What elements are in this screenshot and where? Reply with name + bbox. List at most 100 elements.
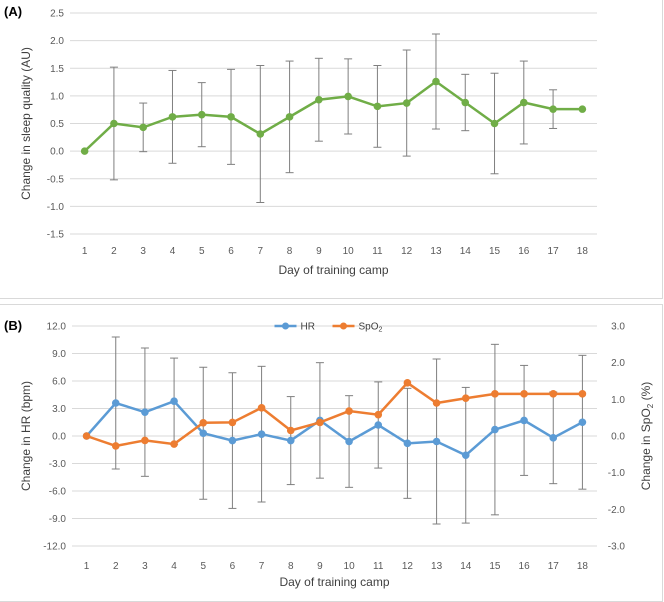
data-point [432, 437, 441, 446]
data-point [170, 397, 178, 405]
data-point [316, 418, 324, 427]
y2-tick-label: 3.0 [611, 322, 625, 333]
x-tick-label: 12 [401, 246, 413, 257]
data-point [80, 147, 89, 155]
x-tick-label: 11 [372, 246, 383, 257]
x-tick-label: 14 [460, 561, 472, 572]
legend-swatch-marker [282, 322, 289, 330]
x-tick-label: 17 [548, 561, 560, 572]
y-tick-label: -1.0 [47, 202, 65, 213]
data-point [111, 399, 120, 407]
y-tick-label: 9.0 [52, 349, 66, 360]
data-point [345, 407, 353, 415]
data-point [286, 426, 295, 435]
y-tick-label: -12.0 [43, 542, 66, 553]
data-point [344, 92, 352, 101]
x-tick-label: 16 [519, 561, 531, 572]
data-point [461, 451, 470, 460]
panel-b-label: (B) [4, 318, 23, 333]
x-tick-label: 5 [199, 246, 205, 257]
y2-tick-label: 0.0 [611, 432, 625, 443]
data-point [520, 390, 528, 398]
y-tick-label: -3.0 [49, 459, 67, 470]
x-tick-label: 10 [343, 246, 355, 257]
y2-axis-title: Change in SpO2 (%) [639, 382, 655, 491]
data-point [227, 113, 235, 121]
data-point [257, 403, 266, 412]
y2-tick-label: -1.0 [608, 468, 626, 479]
x-tick-label: 15 [489, 246, 501, 257]
y-tick-label: 0.0 [50, 147, 64, 158]
data-point [578, 418, 587, 427]
x-tick-label: 6 [230, 561, 236, 572]
panel-a-label: (A) [4, 4, 23, 19]
y-axis-title: Change in sleep quality (AU) [19, 47, 33, 200]
y-tick-label: -9.0 [49, 514, 67, 525]
data-point [82, 432, 91, 440]
data-point [490, 119, 499, 128]
y-axis-title: Change in HR (bpm) [19, 381, 33, 491]
x-tick-label: 11 [373, 561, 384, 572]
data-point [141, 408, 149, 416]
data-point [520, 98, 528, 107]
data-point [256, 130, 265, 138]
y-tick-label: -6.0 [49, 487, 67, 498]
x-tick-label: 7 [259, 561, 265, 572]
legend-swatch-marker [340, 322, 347, 330]
x-tick-label: 2 [111, 246, 117, 257]
data-point [285, 113, 294, 121]
data-point [197, 110, 206, 119]
x-tick-label: 5 [200, 561, 206, 572]
y2-tick-label: 2.0 [611, 358, 625, 369]
data-point [228, 436, 237, 445]
panel-b: (B) -12.0 -9.0 -6.0 -3.0 0.0 3.0 6.0 9.0 12.0 -3.… [0, 304, 663, 602]
data-point [578, 390, 587, 398]
data-point [168, 113, 177, 121]
x-tick-label: 8 [288, 561, 294, 572]
y-tick-label: -0.5 [47, 174, 65, 185]
x-tick-label: 15 [489, 561, 501, 572]
y2-tick-label: -3.0 [608, 542, 626, 553]
x-tick-label: 4 [171, 561, 177, 572]
y-tick-label: 12.0 [47, 322, 67, 333]
x-tick-label: 4 [170, 246, 176, 257]
data-point [315, 95, 323, 104]
series-line [83, 79, 583, 153]
x-tick-label: 13 [431, 561, 443, 572]
data-point [170, 440, 178, 448]
data-point [141, 436, 149, 445]
y-tick-label: 2.0 [50, 36, 64, 47]
data-point [549, 390, 558, 398]
chart-b-svg: -12.0 -9.0 -6.0 -3.0 0.0 3.0 6.0 9.0 12.0 -3.0 -2.… [19, 322, 655, 590]
x-tick-label: 10 [344, 561, 356, 572]
data-point [402, 99, 411, 107]
x-tick-label: 17 [548, 246, 560, 257]
data-point [228, 418, 237, 427]
data-point [373, 102, 382, 111]
x-tick-label: 9 [317, 561, 323, 572]
y-tick-label: -1.5 [47, 230, 65, 241]
y-tick-label: 6.0 [52, 377, 66, 388]
x-tick-label: 3 [140, 246, 146, 257]
series-line [86, 381, 583, 448]
x-tick-label: 8 [287, 246, 293, 257]
data-point [199, 419, 208, 427]
data-point [286, 436, 295, 445]
x-tick-label: 18 [577, 561, 589, 572]
x-tick-label: 12 [402, 561, 414, 572]
data-point [374, 421, 383, 429]
data-point [111, 442, 120, 450]
y-tick-label: 2.5 [50, 9, 64, 20]
legend-label: HR [301, 322, 315, 333]
data-point [403, 379, 412, 387]
data-point [491, 425, 499, 434]
data-point [432, 399, 441, 407]
y-tick-label: 0.0 [52, 432, 66, 443]
data-point [110, 119, 118, 128]
data-point [578, 105, 587, 113]
y2-tick-label: 1.0 [611, 395, 625, 406]
x-tick-label: 7 [258, 246, 264, 257]
data-point [461, 98, 470, 107]
y2-tick-label: -2.0 [608, 505, 626, 516]
data-point [345, 437, 353, 446]
